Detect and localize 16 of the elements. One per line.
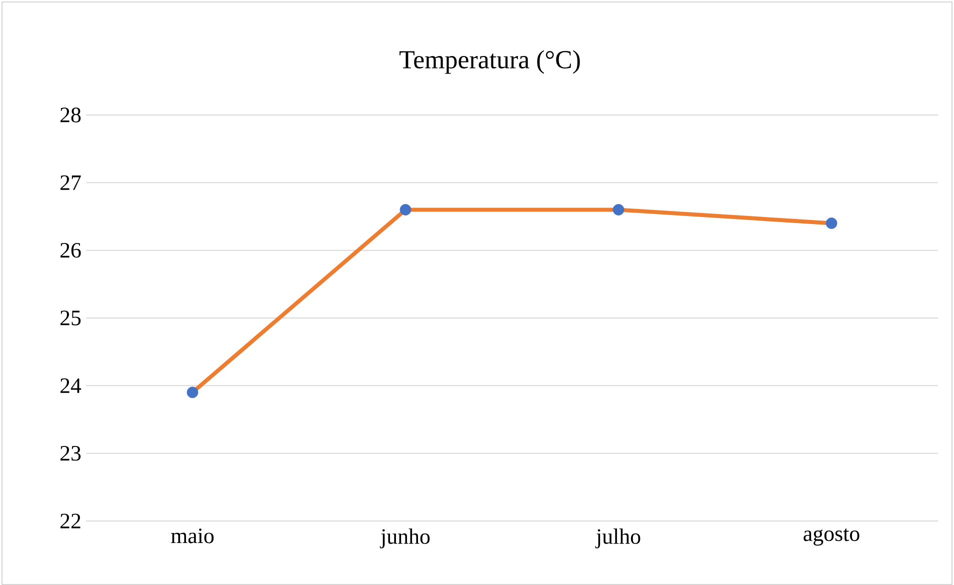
point — [826, 218, 838, 229]
point — [612, 204, 624, 216]
y-tick-label: 27 — [60, 175, 81, 190]
x-tick-label: agosto — [804, 528, 860, 546]
y-tick-label: 23 — [60, 446, 81, 461]
y-tick-label: 22 — [60, 514, 80, 528]
point — [400, 204, 412, 216]
x-tick-label: junho — [380, 528, 430, 548]
y-tick-label: 25 — [60, 310, 81, 326]
x-tick-label: julho — [595, 528, 640, 548]
x-tick-label: maio — [171, 528, 214, 544]
chart-title: Temperatura (°C) — [400, 50, 580, 74]
y-tick-label: 28 — [60, 108, 81, 122]
point — [186, 386, 198, 398]
y-tick-label: 24 — [60, 378, 82, 393]
y-tick-label: 26 — [60, 242, 81, 258]
